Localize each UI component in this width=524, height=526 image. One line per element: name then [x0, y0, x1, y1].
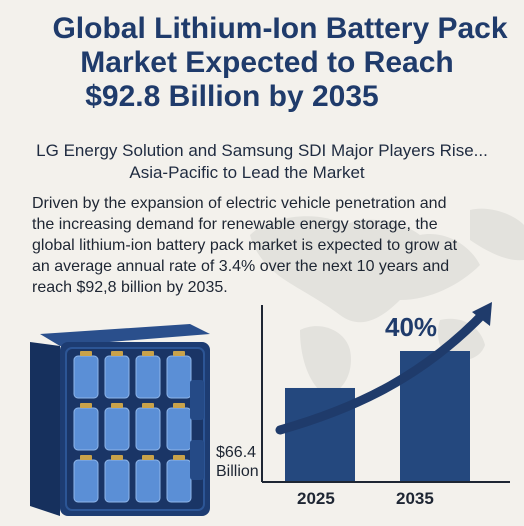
page-title: Global Lithium-Ion Battery Pack Market E… — [0, 12, 524, 114]
battery-cell — [104, 355, 130, 399]
battery-pack-icon — [30, 324, 210, 516]
battery-cell-tab — [111, 351, 123, 356]
battery-cell — [166, 407, 192, 451]
battery-cell-tab — [173, 403, 185, 408]
value-label-unit: Billion — [216, 463, 259, 480]
body-line-4: an average annual rate of 3.4% over the … — [32, 258, 450, 275]
battery-cell — [135, 355, 161, 399]
x-tick-label-2035: 2035 — [396, 489, 434, 508]
battery-cell-tab — [142, 455, 154, 460]
battery-cell — [135, 407, 161, 451]
battery-cell — [104, 459, 130, 503]
battery-cell — [166, 459, 192, 503]
growth-percent-label: 40% — [385, 312, 438, 342]
battery-cell — [166, 355, 192, 399]
x-tick-label-2025: 2025 — [297, 489, 335, 508]
body-line-3: global lithium-ion battery pack market i… — [32, 237, 458, 254]
battery-cell-tab — [80, 455, 92, 460]
value-label-amount: $66.4 — [216, 444, 257, 461]
body-line-1: Driven by the expansion of electric vehi… — [32, 195, 447, 212]
battery-cells — [73, 351, 192, 503]
battery-cell — [135, 459, 161, 503]
subtitle-line-2: Asia-Pacific to Lead the Market — [129, 163, 365, 182]
battery-cell — [104, 407, 130, 451]
battery-cell — [73, 459, 99, 503]
value-label: $66.4 Billion — [216, 443, 259, 481]
growth-bar-chart — [261, 302, 510, 483]
battery-cell-tab — [173, 455, 185, 460]
subtitle: LG Energy Solution and Samsung SDI Major… — [0, 140, 524, 184]
battery-cell-tab — [111, 455, 123, 460]
battery-cell-tab — [142, 351, 154, 356]
title-line-1: Global Lithium-Ion Battery Pack — [52, 12, 508, 45]
battery-cell-tab — [80, 403, 92, 408]
growth-arrow-icon — [275, 307, 490, 435]
body-line-5: reach $92,8 billion by 2035. — [32, 279, 228, 296]
battery-cell — [73, 355, 99, 399]
battery-cell-tab — [80, 351, 92, 356]
title-line-3: $92.8 Billion by 2035 — [85, 80, 379, 113]
battery-cell-tab — [142, 403, 154, 408]
battery-cell-tab — [111, 403, 123, 408]
battery-cell — [73, 407, 99, 451]
body-line-2: the increasing demand for renewable ener… — [32, 216, 438, 233]
arrow-head — [472, 302, 492, 326]
title-line-2: Market Expected to Reach — [80, 46, 454, 79]
body-paragraph: Driven by the expansion of electric vehi… — [32, 193, 512, 298]
bar-2025 — [285, 387, 355, 481]
subtitle-line-1: LG Energy Solution and Samsung SDI Major… — [36, 141, 488, 160]
battery-cell-tab — [173, 351, 185, 356]
